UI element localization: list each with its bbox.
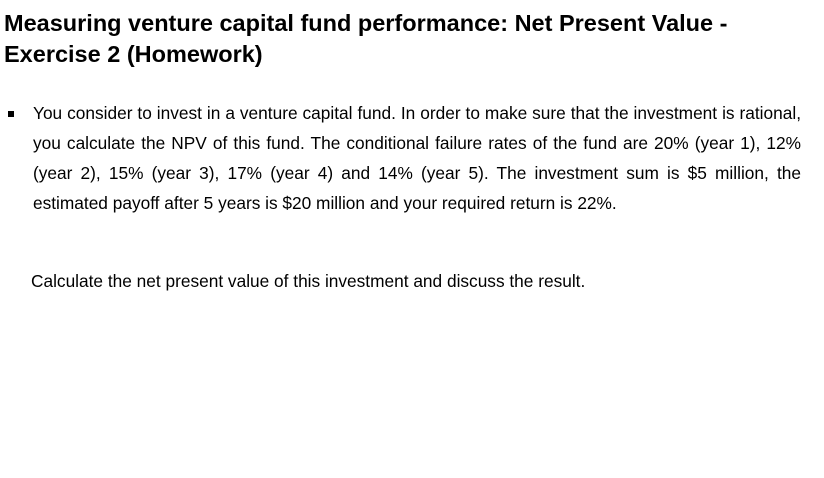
exercise-description: You consider to invest in a venture capi… [33, 103, 801, 213]
exercise-question: Calculate the net present value of this … [31, 271, 586, 291]
square-bullet-icon [8, 111, 14, 117]
page-title: Measuring venture capital fund performan… [4, 10, 728, 67]
bullet-list-item: You consider to invest in a venture capi… [8, 98, 808, 218]
